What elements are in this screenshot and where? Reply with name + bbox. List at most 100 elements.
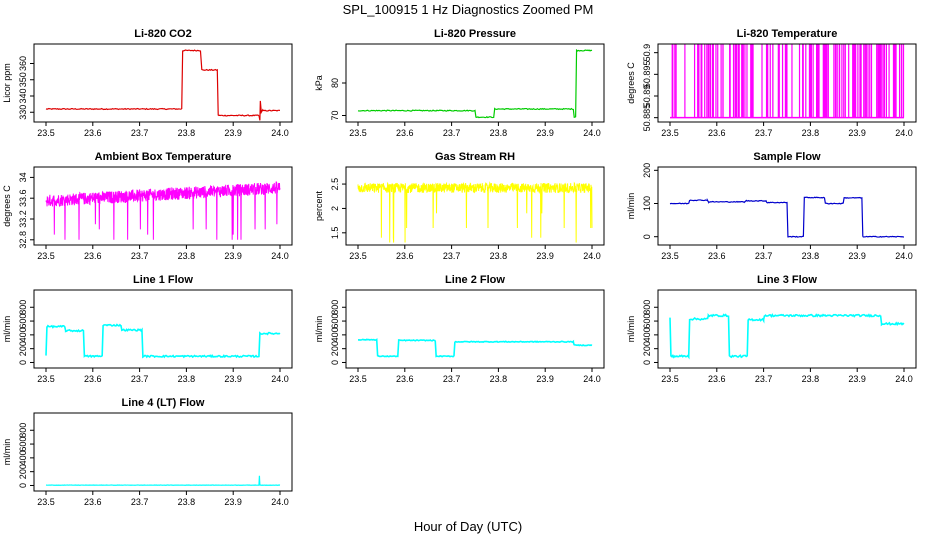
co2-ytick-label: 350: [18, 72, 28, 87]
licor_temp-xtick-label: 23.7: [755, 128, 773, 138]
rh-xtick-label: 23.6: [396, 251, 414, 261]
licor_temp-series-spikes: [671, 44, 905, 118]
sample_flow-ytick-label: 200: [642, 163, 652, 178]
sample_flow-xtick-label: 23.5: [661, 251, 679, 261]
line1-ytick-label: 0: [18, 360, 28, 365]
line3-xtick-label: 23.5: [661, 374, 679, 384]
sample_flow-xtick-label: 24.0: [895, 251, 913, 261]
licor_temp-ylabel: degrees C: [626, 62, 636, 104]
line3-xtick-label: 24.0: [895, 374, 913, 384]
line2-plot: [357, 338, 593, 358]
panel-line1: Line 1 Flow ml/min 23.5 23.6 23.7 23.8 23.9 24.…: [2, 274, 293, 384]
line1-ytick-label: 400: [18, 327, 28, 342]
pressure-xtick-label: 23.9: [536, 128, 554, 138]
line1-ytick-label: 800: [18, 300, 28, 315]
sample_flow-title: Sample Flow: [753, 151, 821, 163]
line4-xtick-label: 23.9: [224, 497, 242, 507]
box_temp-xtick-label: 23.6: [84, 251, 102, 261]
rh-xtick-label: 23.8: [490, 251, 508, 261]
rh-ytick-label: 2.5: [330, 178, 340, 191]
co2-ylabel: Licor ppm: [2, 63, 12, 103]
line4-plot: [45, 475, 281, 486]
sample_flow-xtick-label: 23.7: [755, 251, 773, 261]
box_temp-xtick-label: 23.5: [37, 251, 55, 261]
rh-title: Gas Stream RH: [435, 151, 515, 163]
line2-ytick-label: 200: [330, 341, 340, 356]
box_temp-xtick-label: 23.8: [178, 251, 196, 261]
co2-ytick-label: 360: [18, 56, 28, 71]
line2-frame: [345, 289, 605, 369]
line4-ytick-label: 200: [18, 464, 28, 479]
rh-xtick-label: 23.5: [349, 251, 367, 261]
line1-plot: [45, 323, 281, 359]
licor_temp-frame: [657, 43, 917, 123]
box_temp-frame: [33, 166, 293, 246]
rh-series-line: [357, 181, 593, 243]
line2-xtick-label: 23.8: [490, 374, 508, 384]
line4-ylabel: ml/min: [2, 439, 12, 466]
line1-frame: [33, 289, 293, 369]
line3-xtick-label: 23.7: [755, 374, 773, 384]
line2-xtick-label: 23.5: [349, 374, 367, 384]
co2-ytick-label: 330: [18, 105, 28, 120]
line2-ytick-label: 800: [330, 300, 340, 315]
sample_flow-ylabel: ml/min: [626, 193, 636, 220]
sample_flow-ytick-label: 100: [642, 196, 652, 211]
line4-frame: [33, 412, 293, 492]
pressure-title: Li-820 Pressure: [434, 28, 516, 40]
line2-title: Line 2 Flow: [445, 274, 505, 286]
co2-plot: [45, 49, 281, 121]
rh-ylabel: percent: [314, 190, 324, 221]
sample_flow-ytick-label: 0: [642, 234, 652, 239]
line4-ytick-label: 800: [18, 423, 28, 438]
panel-line3: Line 3 Flow ml/min 23.5 23.6 23.7 23.8 23.9 24.…: [626, 274, 917, 384]
box_temp-xtick-label: 23.7: [131, 251, 149, 261]
box_temp-xtick-label: 23.9: [224, 251, 242, 261]
co2-xtick-label: 23.8: [178, 128, 196, 138]
line2-xtick-label: 23.7: [443, 374, 461, 384]
box_temp-title: Ambient Box Temperature: [95, 151, 232, 163]
line4-ytick-label: 0: [18, 483, 28, 488]
line1-xtick-label: 23.5: [37, 374, 55, 384]
pressure-series-line: [357, 48, 593, 119]
co2-xtick-label: 23.5: [37, 128, 55, 138]
figure-title: SPL_100915 1 Hz Diagnostics Zoomed PM: [343, 2, 594, 17]
rh-ytick-label: 2: [330, 206, 340, 211]
licor_temp-ytick-label: 50.89: [642, 85, 652, 108]
line4-series-line: [45, 475, 281, 486]
co2-title: Li-820 CO2: [134, 28, 191, 40]
line3-xtick-label: 23.9: [848, 374, 866, 384]
line3-ytick-label: 600: [642, 314, 652, 329]
line1-xtick-label: 23.9: [224, 374, 242, 384]
panel-licor_temp: Li-820 Temperature degrees C 23.5 23.6 23.7 2…: [626, 28, 917, 138]
pressure-xtick-label: 23.5: [349, 128, 367, 138]
line4-title: Line 4 (LT) Flow: [122, 397, 205, 409]
pressure-xtick-label: 23.7: [443, 128, 461, 138]
rh-xtick-label: 23.7: [443, 251, 461, 261]
line1-title: Line 1 Flow: [133, 274, 193, 286]
box_temp-ytick-label: 33.2: [18, 210, 28, 228]
box_temp-ytick-label: 33.6: [18, 189, 28, 207]
line3-xtick-label: 23.8: [802, 374, 820, 384]
co2-frame: [33, 43, 293, 123]
line3-xtick-label: 23.6: [708, 374, 726, 384]
line2-ylabel: ml/min: [314, 316, 324, 343]
sample_flow-xtick-label: 23.8: [802, 251, 820, 261]
licor_temp-xtick-label: 23.6: [708, 128, 726, 138]
licor_temp-ytick-label: 50.9: [642, 44, 652, 62]
rh-xtick-label: 23.9: [536, 251, 554, 261]
line2-ytick-label: 0: [330, 360, 340, 365]
line1-xtick-label: 23.7: [131, 374, 149, 384]
rh-ytick-label: 1.5: [330, 227, 340, 240]
line4-ytick-label: 600: [18, 437, 28, 452]
co2-xtick-label: 24.0: [271, 128, 289, 138]
line3-title: Line 3 Flow: [757, 274, 817, 286]
pressure-xtick-label: 24.0: [583, 128, 601, 138]
licor_temp-xtick-label: 23.8: [802, 128, 820, 138]
line1-ylabel: ml/min: [2, 316, 12, 343]
rh-xtick-label: 24.0: [583, 251, 601, 261]
line2-xtick-label: 24.0: [583, 374, 601, 384]
sample_flow-xtick-label: 23.9: [848, 251, 866, 261]
